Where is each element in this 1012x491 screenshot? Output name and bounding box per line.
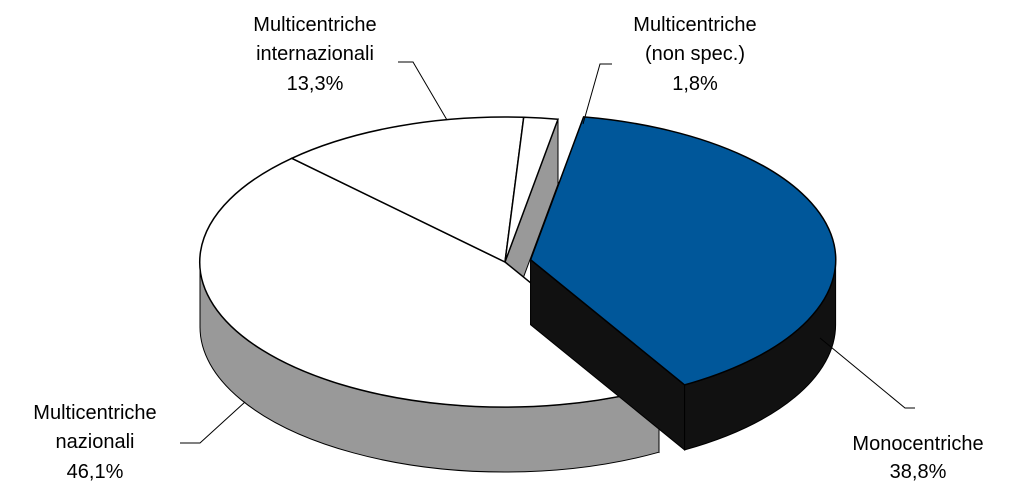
slice-value-label: 46,1% — [67, 461, 124, 483]
leader-line — [180, 401, 246, 444]
slice-value-label: 13,3% — [287, 73, 344, 95]
label-line: Multicentriche — [633, 14, 756, 36]
slice-label: Multicentriche (non spec.) — [633, 14, 756, 65]
label-line: Multicentriche — [253, 14, 376, 36]
leader-line — [398, 61, 448, 121]
slice-label: Multicentriche nazionali — [33, 402, 156, 453]
leader-line — [582, 63, 612, 125]
label-line: nazionali — [56, 431, 135, 453]
slice-label: Multicentriche internazionali — [253, 14, 376, 65]
label-line: internazionali — [256, 43, 374, 65]
slice — [529, 116, 837, 386]
slice — [198, 157, 661, 408]
pie — [198, 116, 837, 473]
slice — [290, 116, 525, 264]
slice — [504, 116, 560, 263]
slice-value-label: 38,8% — [890, 461, 947, 483]
leader-line — [819, 337, 915, 409]
label-line: (non spec.) — [645, 43, 745, 65]
slice-label: Monocentriche — [852, 433, 983, 455]
label-line: Multicentriche — [33, 402, 156, 424]
slice-value-label: 1,8% — [672, 73, 718, 95]
